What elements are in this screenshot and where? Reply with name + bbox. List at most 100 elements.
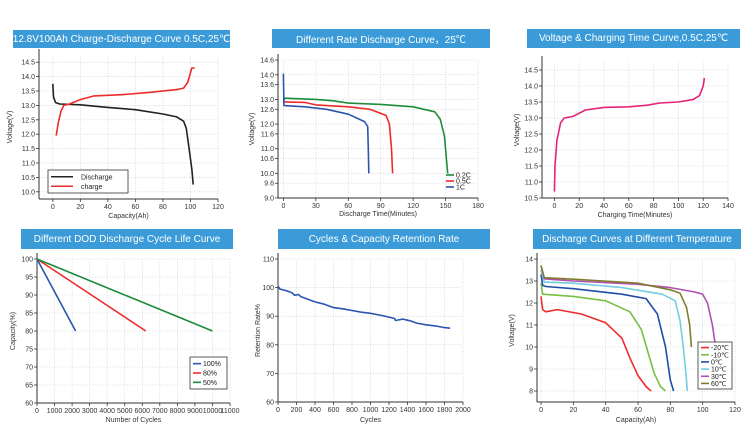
y-tick-label: 10.5 [21,175,35,182]
series-line-100% [36,258,77,332]
y-tick-label: 110 [263,257,274,264]
y-tick-label: 12.0 [21,132,35,139]
x-axis-title: Discharge Time(Minutes) [339,211,417,218]
x-axis-title: Charging Time(Minutes) [598,212,673,219]
x-tick-label: 2000 [455,407,471,414]
y-tick-label: 14 [525,257,533,264]
y-tick-label: 9.6 [264,181,274,188]
series-line-60℃ [540,265,693,348]
y-axis-title: Voltage(V) [7,111,14,144]
x-tick-label: 100 [185,204,197,211]
legend-label: 80% [203,371,217,378]
y-tick-label: 13.5 [524,100,538,107]
x-tick-label: 8000 [170,408,186,415]
series-line-10℃ [540,269,689,392]
x-tick-label: 40 [104,204,112,211]
y-tick-label: 10.0 [260,171,274,178]
legend-label: 100% [203,361,221,368]
x-tick-label: 60 [131,204,139,211]
y-tick-label: 11.0 [261,146,274,153]
y-tick-label: 12.5 [524,132,538,139]
chart-1: 0 20 40 60 80 100 120 10.0 10.5 11.0 11.5 12.0 12.5 1… [7,49,224,220]
x-tick-label: 800 [346,407,358,414]
x-tick-label: 600 [328,407,340,414]
x-tick-label: 11000 [221,408,240,415]
y-tick-label: 70 [25,365,33,372]
y-tick-label: 11.6 [261,131,274,138]
x-axis-title: Capacity(Ah) [108,213,148,220]
x-tick-label: 20 [76,204,84,211]
x-tick-label: 120 [697,203,709,210]
legend-label: charge [81,184,103,191]
y-tick-label: 60 [266,400,274,407]
series-line-0℃ [540,274,675,392]
y-tick-label: 10 [525,345,533,352]
y-tick-label: 14.5 [21,60,35,67]
x-tick-label: 1400 [400,407,416,414]
series-line-0.5C [283,101,394,174]
x-tick-label: 20 [575,203,583,210]
chart-1-title: 12.8V100Ah Charge-Discharge Curve 0.5C,2… [13,30,230,48]
x-tick-label: 1000 [363,407,379,414]
legend-label: 10℃ [711,367,727,374]
y-tick-label: 13.0 [21,103,35,110]
chart-2: 0 30 60 90 120 150 180 9.0 9.6 10.0 10.6 11.0 11.6 12… [249,54,484,218]
series-line-Discharge [52,83,194,185]
y-tick-label: 9.0 [264,196,274,203]
x-tick-label: 1200 [381,407,397,414]
y-tick-label: 14.6 [260,58,274,65]
legend-box [47,169,129,194]
y-axis-title: Retention Rate% [255,304,262,357]
legend: Discharge charge [47,169,129,194]
y-axis-title: Voltage(V) [249,113,256,146]
x-tick-label: 10000 [203,408,223,415]
x-tick-label: 2000 [64,408,80,415]
x-axis-title: Capacity(Ah) [616,417,656,424]
y-tick-label: 11.5 [525,164,538,171]
y-axis-title: Capacity(%) [10,312,17,350]
x-tick-label: 140 [722,203,734,210]
x-tick-label: 80 [159,204,167,211]
series-line-charge [55,67,195,136]
y-tick-label: 85 [25,311,33,318]
series-line-0.2C [282,97,449,174]
x-tick-label: 80 [650,203,658,210]
chart-6: 0 20 40 60 80 100 120 8 9 10 11 12 13 14 Capacity(Ah) V… [509,253,741,424]
x-tick-label: 1800 [437,407,453,414]
legend-label: 30℃ [711,374,727,381]
y-tick-label: 10.0 [21,189,35,196]
series-line-1C [282,73,370,174]
x-tick-label: 60 [344,203,352,210]
y-tick-label: 13.0 [524,116,538,123]
x-tick-label: 1600 [418,407,434,414]
y-tick-label: 9 [529,367,533,374]
chart-6-title: Discharge Curves at Different Temperatur… [533,229,741,249]
y-tick-label: 12.0 [260,122,274,129]
x-tick-label: 120 [729,407,741,414]
y-tick-label: 11 [526,323,533,330]
y-tick-label: 90 [25,293,33,300]
legend: 100% 80% 50% [189,356,228,390]
series-line-main [553,77,706,192]
x-tick-label: 120 [212,204,224,211]
series-line-main [277,285,451,329]
y-tick-label: 10.5 [524,196,538,203]
x-tick-label: 90 [377,203,385,210]
chart-5: 0 200 400 600 800 1000 1200 1400 1600 1800 2000 60 7… [255,253,471,424]
legend-label: Discharge [81,174,113,181]
x-tick-label: 60 [625,203,633,210]
y-tick-label: 10.6 [260,156,274,163]
x-tick-label: 1000 [47,408,63,415]
x-axis-title: Number of Cycles [106,417,162,424]
x-tick-label: 4000 [99,408,115,415]
y-tick-label: 13 [525,279,533,286]
legend-box [697,341,733,390]
x-axis-title: Cycles [360,417,382,424]
legend-label: -10℃ [711,352,729,359]
y-tick-label: 75 [25,347,33,354]
y-axis-title: Voltage(V) [514,114,521,147]
y-tick-label: 12.5 [21,117,35,124]
